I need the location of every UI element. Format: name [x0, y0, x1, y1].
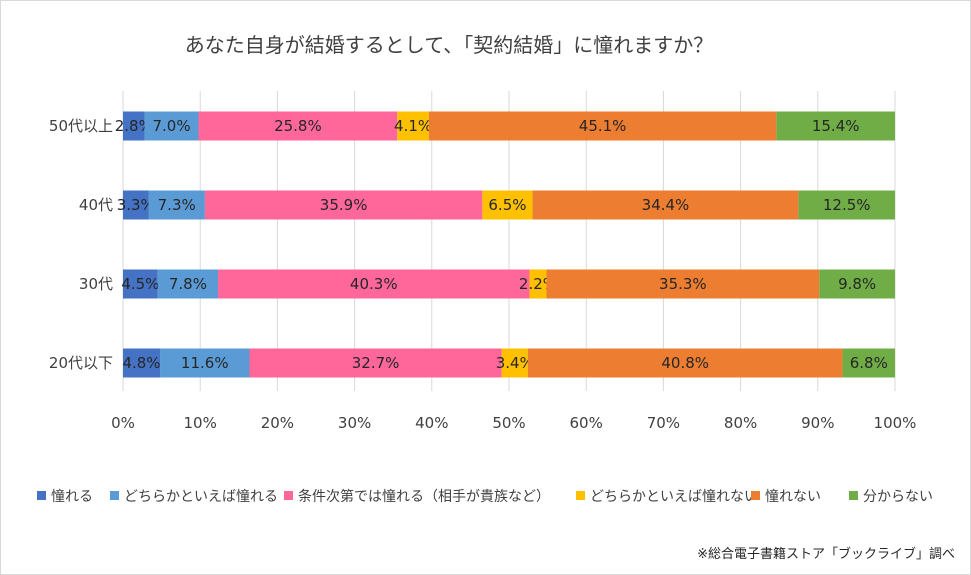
- data-label: 3.4%: [496, 354, 534, 372]
- x-tick-label: 100%: [874, 414, 917, 432]
- data-label: 35.9%: [320, 196, 368, 214]
- legend-label: どちらかといえば憧れる: [124, 489, 278, 505]
- legend-label: どちらかといえば憧れない: [590, 489, 758, 505]
- category-label: 50代以上: [49, 117, 113, 135]
- bar-segment: [529, 269, 547, 299]
- data-label: 6.8%: [850, 354, 888, 372]
- data-label: 40.3%: [350, 275, 398, 293]
- x-tick-label: 50%: [492, 414, 525, 432]
- legend-swatch: [110, 491, 119, 500]
- data-label: 11.6%: [181, 354, 229, 372]
- bar-segment: [546, 269, 820, 299]
- bar-segment: [123, 348, 161, 378]
- bar-segment: [249, 348, 502, 378]
- bar-segment: [218, 269, 530, 299]
- x-tick-label: 20%: [261, 414, 294, 432]
- data-label: 25.8%: [274, 117, 322, 135]
- legend: 憧れる どちらかといえば憧れる 条件次第では憧れる（相手が貴族など） どちらかといえば…: [37, 488, 933, 505]
- data-label: 9.8%: [838, 275, 876, 293]
- data-label: 45.1%: [579, 117, 627, 135]
- legend-label: 憧れない: [765, 489, 821, 505]
- legend-swatch: [37, 491, 46, 500]
- bar-segment: [482, 190, 533, 220]
- data-label: 12.5%: [823, 196, 871, 214]
- data-label: 40.8%: [661, 354, 709, 372]
- data-label: 15.4%: [812, 117, 860, 135]
- category-label: 40代: [79, 196, 113, 214]
- x-tick-label: 10%: [184, 414, 217, 432]
- bars: 2.8% 7.0% 25.8% 4.1% 45.1% 15.4% 3.3% 7.3% 35.9%…: [115, 111, 895, 378]
- bar-segment: [160, 348, 250, 378]
- bar-segment: [198, 111, 398, 141]
- x-tick-label: 40%: [415, 414, 448, 432]
- x-tick-label: 0%: [111, 414, 135, 432]
- bar-segment: [148, 190, 205, 220]
- data-label: 7.0%: [152, 117, 190, 135]
- bar-segment: [123, 111, 145, 141]
- data-label: 7.8%: [169, 275, 207, 293]
- legend-label: 憧れる: [51, 489, 93, 505]
- data-label: 3.3%: [117, 196, 155, 214]
- bar-segment: [428, 111, 777, 141]
- bar-segment: [842, 348, 895, 378]
- category-label: 30代: [79, 275, 113, 293]
- data-label: 2.8%: [115, 117, 153, 135]
- x-tick-label: 70%: [647, 414, 680, 432]
- bar-segment: [157, 269, 219, 299]
- x-axis-ticks: 0% 10% 20% 30% 40% 50% 60% 70% 80% 90% 100%: [111, 414, 916, 432]
- data-label: 35.3%: [659, 275, 707, 293]
- legend-swatch: [849, 491, 858, 500]
- legend-label: 分からない: [863, 489, 933, 505]
- bar-segment: [397, 111, 429, 141]
- data-label: 4.1%: [394, 117, 432, 135]
- category-label: 20代以下: [49, 354, 113, 372]
- x-tick-label: 30%: [338, 414, 371, 432]
- bar-segment: [798, 190, 895, 220]
- x-tick-label: 90%: [801, 414, 834, 432]
- bar-segment: [501, 348, 528, 378]
- bar-segment: [144, 111, 199, 141]
- gridlines: [122, 91, 896, 391]
- data-label: 32.7%: [352, 354, 400, 372]
- bar-segment: [776, 111, 895, 141]
- x-tick-label: 80%: [724, 414, 757, 432]
- source-note: ※総合電子書籍ストア「ブックライブ」調べ: [697, 546, 955, 562]
- chart-title: あなた自身が結婚するとして、「契約結婚」に憧れますか？: [185, 33, 713, 57]
- category-labels: 50代以上 40代 30代 20代以下: [49, 117, 113, 372]
- data-label: 4.5%: [121, 275, 159, 293]
- bar-segment: [819, 269, 895, 299]
- bar-segment: [123, 190, 149, 220]
- legend-label: 条件次第では憧れる（相手が貴族など）: [298, 488, 550, 505]
- bar-segment: [532, 190, 799, 220]
- legend-swatch: [751, 491, 760, 500]
- data-label: 4.8%: [122, 354, 160, 372]
- bar-segment: [123, 269, 158, 299]
- x-tick-label: 60%: [570, 414, 603, 432]
- data-label: 6.5%: [488, 196, 526, 214]
- bar-segment: [204, 190, 483, 220]
- legend-swatch: [284, 491, 293, 500]
- data-label: 7.3%: [158, 196, 196, 214]
- bar-segment: [527, 348, 843, 378]
- data-label: 34.4%: [642, 196, 690, 214]
- legend-swatch: [576, 491, 585, 500]
